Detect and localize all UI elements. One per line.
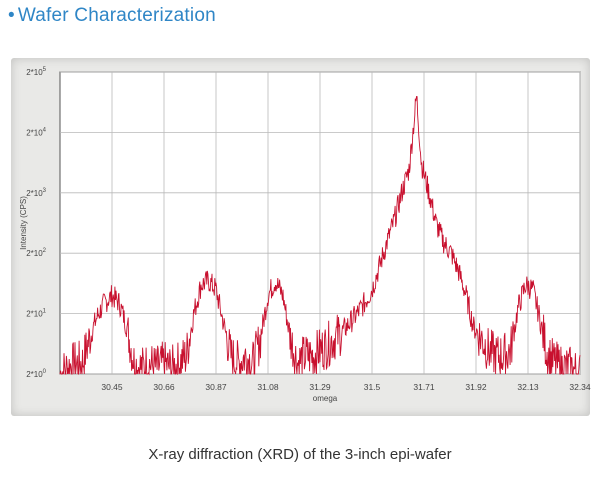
x-tick-label: 31.29: [309, 382, 331, 392]
x-axis-label: omega: [313, 394, 338, 403]
x-tick-label: 30.66: [153, 382, 175, 392]
slide-title: • Wafer Characterization: [8, 5, 216, 27]
x-tick-label: 30.87: [205, 382, 227, 392]
y-tick-label: 2*102: [26, 248, 46, 258]
x-tick-label: 32.13: [517, 382, 539, 392]
x-tick-label: 31.71: [413, 382, 435, 392]
title-bullet: •: [8, 5, 15, 26]
x-tick-label: 31.08: [257, 382, 279, 392]
y-tick-label: 2*105: [26, 67, 46, 77]
chart-caption: X-ray diffraction (XRD) of the 3-inch ep…: [148, 446, 452, 463]
series-line-intensity: [59, 95, 581, 376]
x-tick-label: 31.5: [364, 382, 381, 392]
x-tick-label: 30.45: [101, 382, 123, 392]
title-text: Wafer Characterization: [17, 5, 216, 26]
y-tick-label: 2*103: [26, 188, 46, 198]
y-axis-label: Intensity (CPS): [19, 196, 28, 250]
x-tick-label: 31.92: [465, 382, 487, 392]
y-tick-label: 2*101: [26, 309, 46, 319]
x-tick-label: 32.34: [569, 382, 591, 392]
y-tick-label: 2*104: [26, 127, 46, 137]
y-tick-label: 2*100: [26, 369, 46, 379]
